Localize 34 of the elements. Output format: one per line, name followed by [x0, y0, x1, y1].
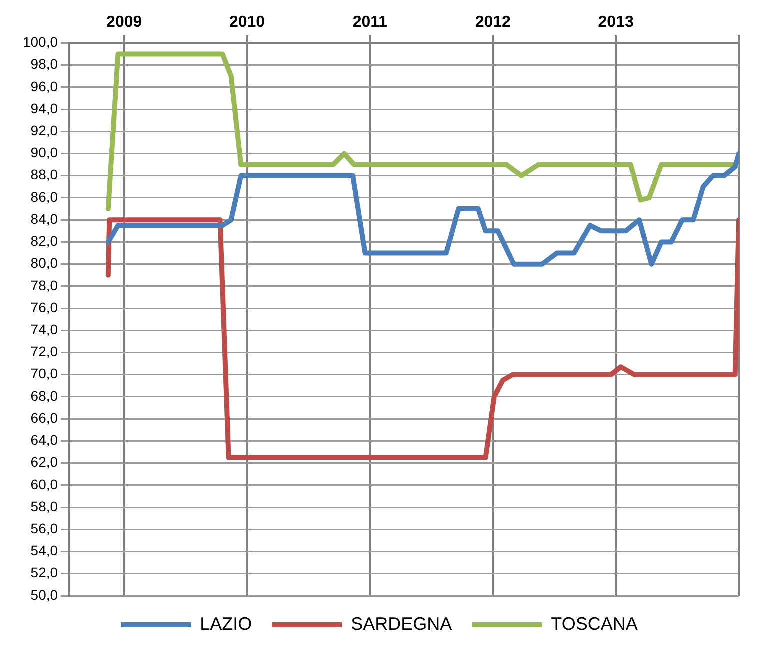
y-tick-label: 84,0 — [30, 210, 58, 227]
y-tick-label: 64,0 — [30, 432, 58, 448]
y-tick-label: 56,0 — [30, 520, 58, 537]
y-tick-label: 66,0 — [30, 410, 58, 426]
y-tick-label: 82,0 — [30, 233, 58, 250]
y-tick-label: 70,0 — [30, 366, 58, 382]
y-tick-label: 96,0 — [30, 78, 58, 94]
x-tick-label: 2011 — [352, 14, 388, 32]
y-tick-label: 86,0 — [30, 188, 58, 205]
y-tick-label: 92,0 — [30, 122, 58, 139]
legend-label: LAZIO — [200, 614, 252, 634]
y-tick-label: 76,0 — [30, 299, 58, 316]
x-tick-label: 2010 — [229, 14, 266, 32]
y-tick-label: 80,0 — [30, 255, 58, 272]
legend-label: TOSCANA — [551, 614, 638, 634]
x-tick-label: 2013 — [598, 14, 634, 32]
y-tick-label: 62,0 — [30, 454, 58, 470]
y-tick-label: 90,0 — [30, 144, 58, 161]
x-tick-label: 2012 — [475, 14, 512, 32]
y-tick-label: 50,0 — [30, 586, 58, 603]
y-tick-label: 60,0 — [30, 476, 58, 492]
y-tick-label: 98,0 — [30, 56, 58, 72]
legend-label: SARDEGNA — [351, 614, 452, 634]
y-tick-label: 68,0 — [30, 388, 58, 404]
y-tick-label: 74,0 — [30, 322, 58, 338]
y-tick-label: 100,0 — [22, 34, 58, 50]
y-tick-label: 94,0 — [30, 100, 58, 116]
y-tick-label: 58,0 — [30, 498, 58, 514]
y-tick-label: 54,0 — [30, 542, 58, 559]
x-tick-label: 2009 — [106, 14, 142, 32]
y-tick-label: 52,0 — [30, 564, 58, 581]
y-tick-label: 88,0 — [30, 166, 58, 183]
y-tick-label: 78,0 — [30, 277, 58, 294]
y-tick-label: 72,0 — [30, 344, 58, 360]
